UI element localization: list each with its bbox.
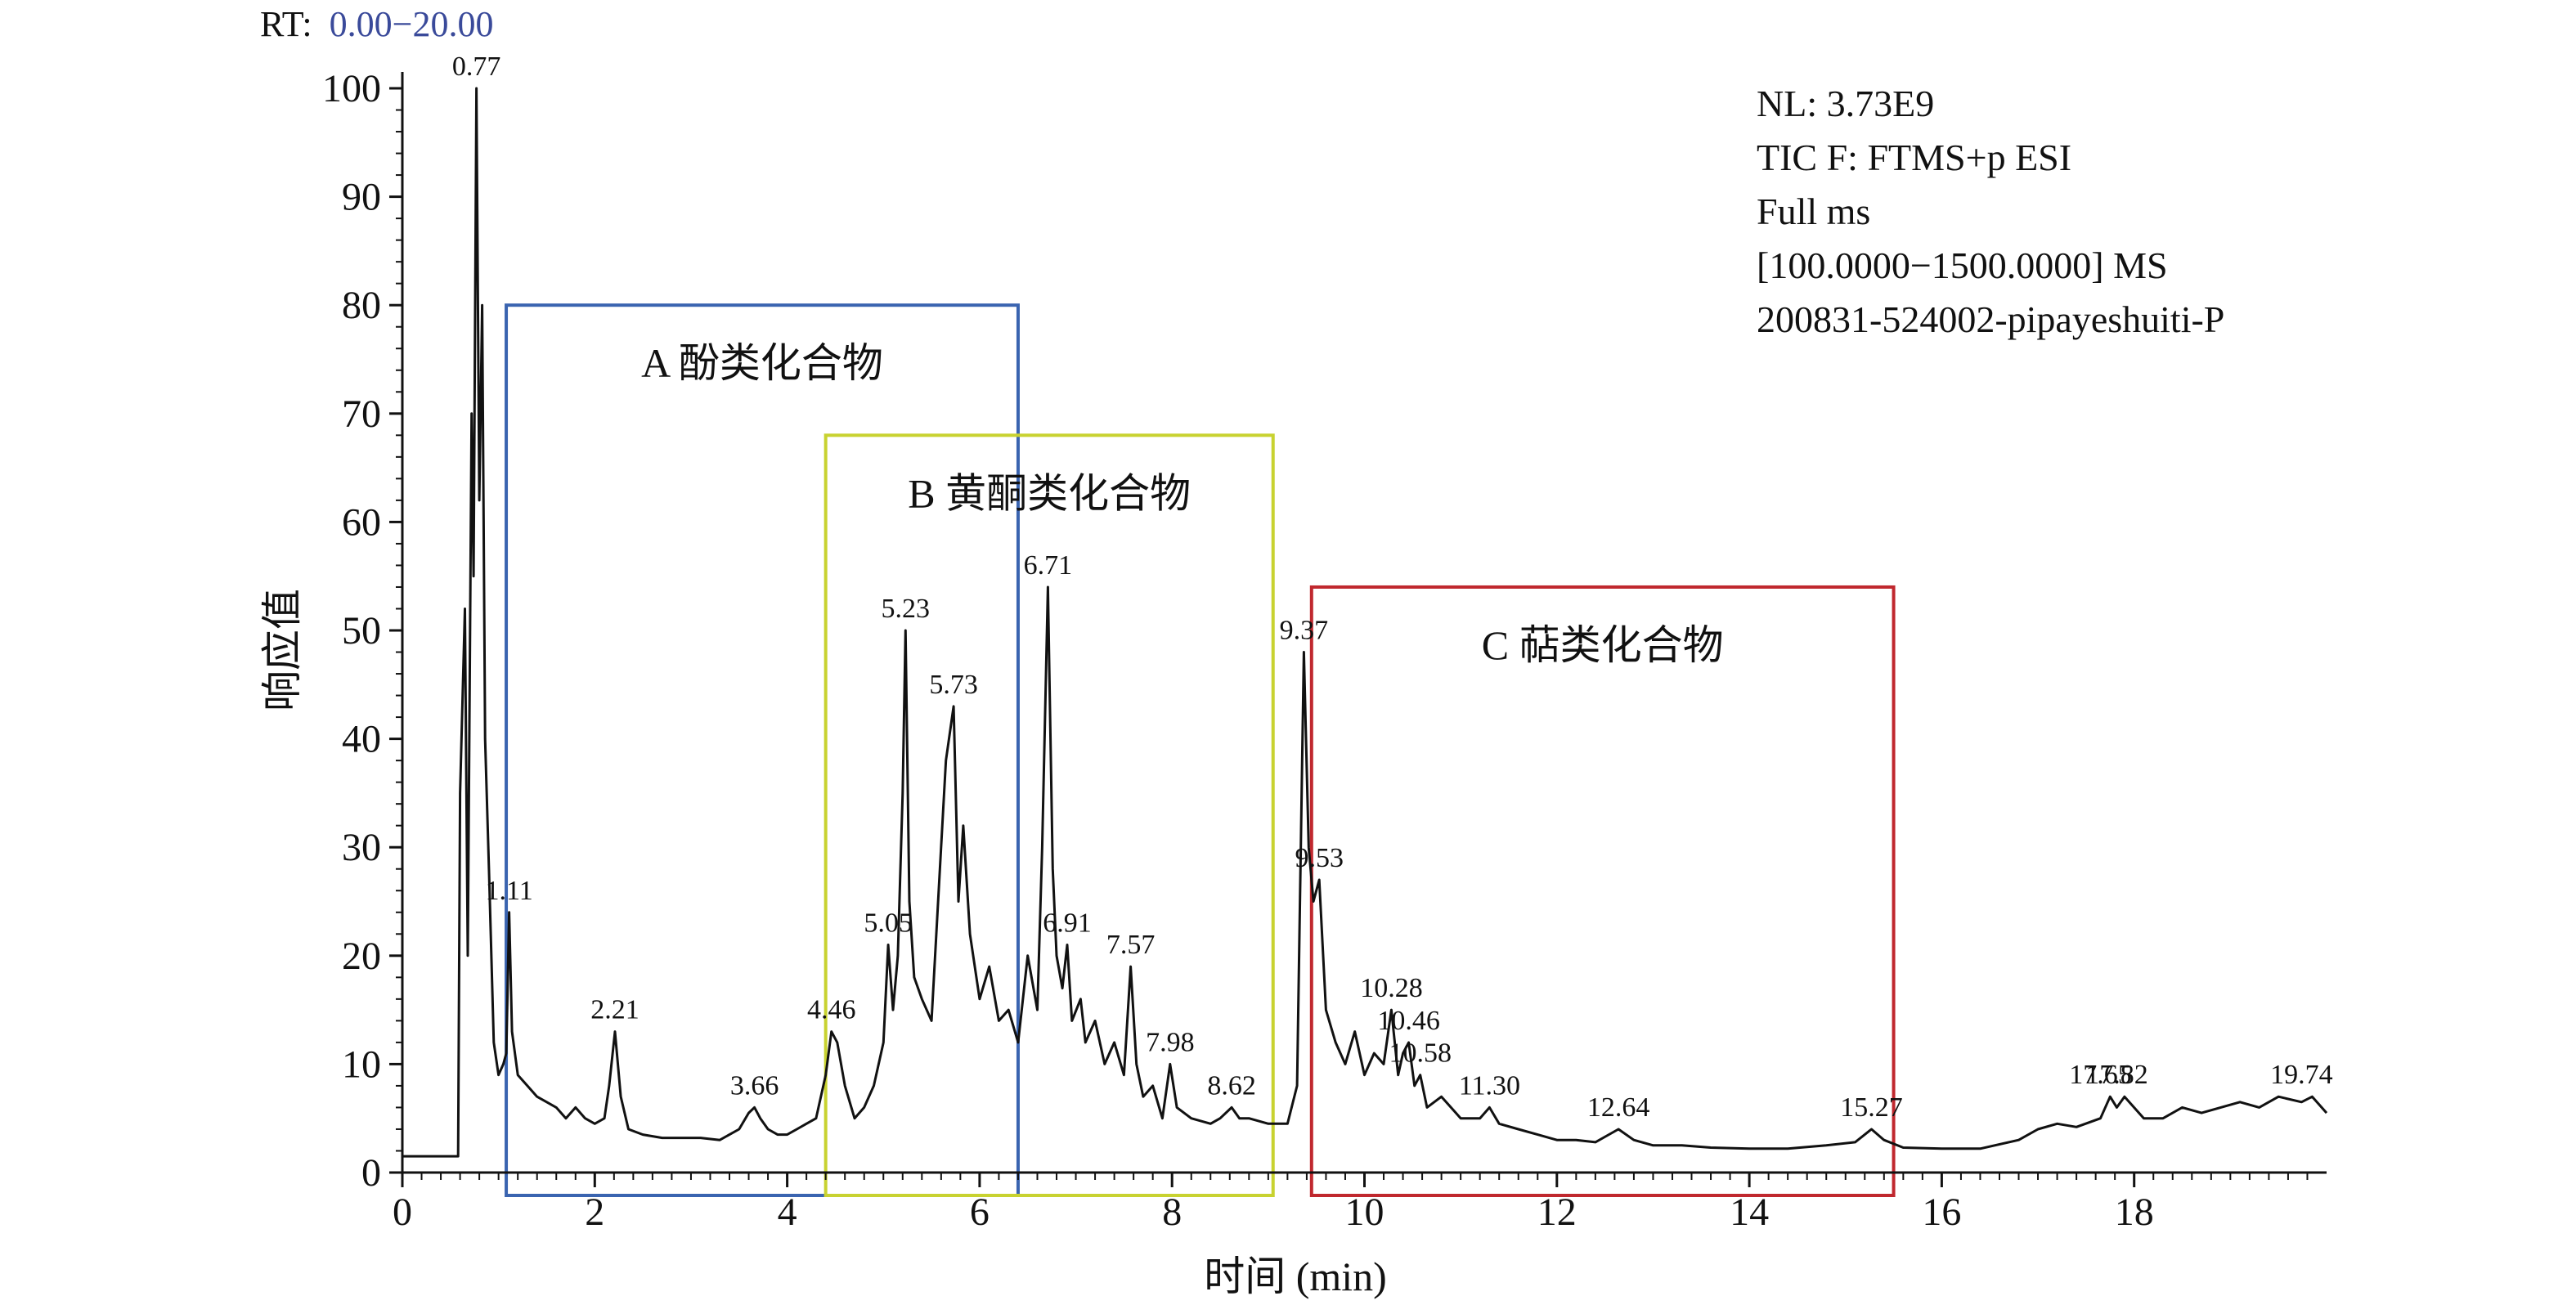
- x-tick-label-4: 8: [1162, 1191, 1182, 1234]
- x-tick-label-9: 18: [2115, 1191, 2154, 1234]
- y-tick-label-1: 10: [342, 1043, 381, 1086]
- region-box-1: [824, 433, 1275, 1197]
- peak-label-12: 8.62: [1207, 1070, 1256, 1101]
- peak-label-22: 17.82: [2085, 1060, 2148, 1090]
- y-tick-label-0: 0: [361, 1151, 381, 1195]
- y-tick-label-8: 80: [342, 284, 381, 327]
- peak-label-11: 7.98: [1146, 1027, 1195, 1057]
- info-line-scan: Full ms: [1757, 191, 1870, 232]
- x-tick-label-2: 4: [778, 1191, 797, 1234]
- peak-label-18: 11.30: [1459, 1070, 1520, 1101]
- series-line-0: [402, 87, 2328, 1158]
- x-tick-label-5: 10: [1345, 1191, 1384, 1234]
- axes: 0 10 20 30 40 50 60 70 80 90 100 0 2 4 6 8 10 12 14 16 18: [322, 67, 2327, 1234]
- peak-labels: 0.77 1.11 2.21 3.66 4.46 5.05 5.23 5.73 6.71 6.91…: [452, 52, 2333, 1123]
- peak-label-21: 17.65: [2069, 1060, 2132, 1090]
- y-axis-title: 响应值: [259, 589, 305, 711]
- x-tick-label-0: 0: [393, 1191, 412, 1234]
- y-tick-label-5: 50: [342, 609, 381, 652]
- x-tick-label-1: 2: [585, 1191, 604, 1234]
- peak-label-4: 4.46: [807, 995, 856, 1025]
- compound-regions: A 酚类化合物 B 黄酮类化合物 C 萜类化合物: [505, 303, 1896, 1198]
- peak-label-5: 5.05: [864, 908, 913, 939]
- peak-label-8: 6.71: [1024, 550, 1073, 581]
- chromatogram-trace: [402, 87, 2328, 1158]
- x-axis-title: 时间 (min): [1204, 1253, 1387, 1299]
- peak-label-20: 15.27: [1840, 1092, 1903, 1123]
- y-tick-label-6: 60: [342, 500, 381, 544]
- region-label-2: C 萜类化合物: [1482, 622, 1724, 668]
- y-tick-label-9: 90: [342, 176, 381, 219]
- peak-label-17: 10.58: [1389, 1038, 1452, 1069]
- region-label-0: A 酚类化合物: [641, 340, 883, 386]
- x-tick-label-6: 12: [1537, 1191, 1577, 1234]
- peak-label-0: 0.77: [452, 52, 501, 82]
- y-tick-label-4: 40: [342, 718, 381, 761]
- rt-range-value: 0.00−20.00: [330, 4, 494, 44]
- region-label-1: B 黄酮类化合物: [908, 470, 1191, 516]
- peak-label-14: 9.53: [1295, 843, 1344, 873]
- x-tick-label-3: 6: [970, 1191, 990, 1234]
- peak-label-16: 10.46: [1377, 1006, 1440, 1036]
- info-line-mass-range: [100.0000−1500.0000] MS: [1757, 244, 2168, 286]
- rt-prefix: RT:: [260, 4, 312, 44]
- region-box-0: [505, 303, 1020, 1198]
- rt-range-label: RT: 0.00−20.00: [260, 4, 493, 44]
- acquisition-info: NL: 3.73E9 TIC F: FTMS+p ESI Full ms [10…: [1757, 83, 2224, 340]
- y-tick-label-10: 100: [322, 67, 381, 110]
- y-tick-label-2: 20: [342, 935, 381, 978]
- info-line-nl: NL: 3.73E9: [1757, 83, 1934, 124]
- peak-label-23: 19.74: [2270, 1060, 2333, 1090]
- peak-label-3: 3.66: [730, 1070, 779, 1101]
- info-line-tic: TIC F: FTMS+p ESI: [1757, 137, 2071, 178]
- y-tick-label-7: 70: [342, 392, 381, 436]
- peak-label-6: 5.23: [882, 594, 931, 624]
- peak-label-9: 6.91: [1043, 908, 1092, 939]
- peak-label-19: 12.64: [1587, 1092, 1650, 1123]
- peak-label-2: 2.21: [590, 995, 640, 1025]
- x-tick-label-8: 16: [1922, 1191, 1961, 1234]
- peak-label-1: 1.11: [485, 876, 532, 906]
- peak-label-7: 5.73: [929, 670, 978, 700]
- y-tick-label-3: 30: [342, 826, 381, 869]
- peak-label-10: 7.57: [1106, 930, 1156, 960]
- peak-label-15: 10.28: [1360, 973, 1423, 1003]
- info-line-sample: 200831-524002-pipayeshuiti-P: [1757, 298, 2224, 340]
- peak-label-13: 9.37: [1280, 616, 1329, 646]
- x-tick-label-7: 14: [1730, 1191, 1769, 1234]
